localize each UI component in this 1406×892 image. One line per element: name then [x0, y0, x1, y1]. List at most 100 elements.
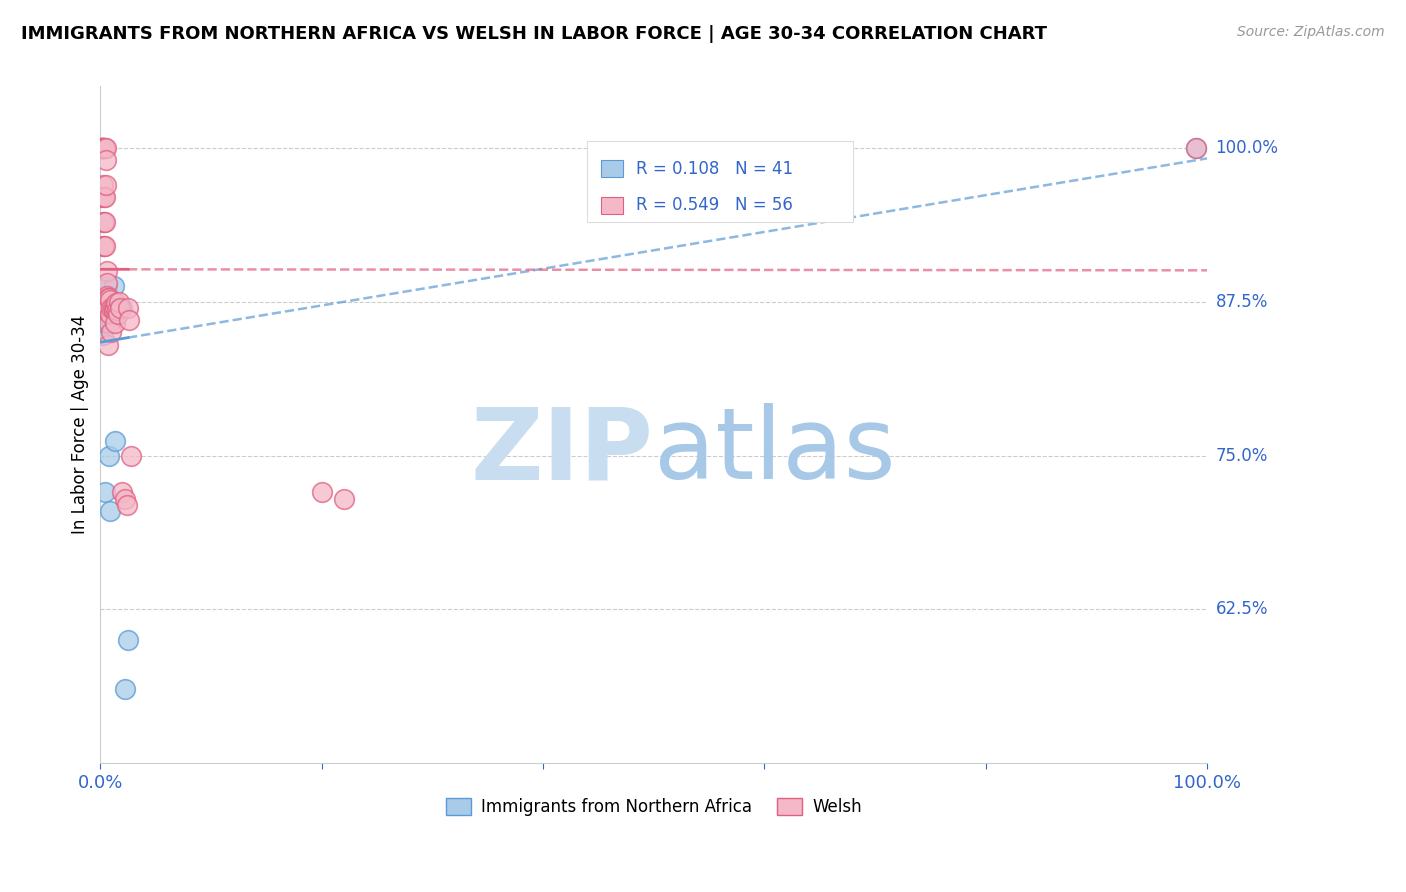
Point [107, 307, 129, 321]
Point [96, 288, 118, 302]
Text: 62.5%: 62.5% [1216, 600, 1268, 618]
Point [110, 303, 132, 318]
Point [94, 291, 117, 305]
Point [90, 141, 112, 155]
Point [94, 141, 117, 155]
Point [90, 303, 112, 318]
Point [93, 190, 115, 204]
Point [98, 307, 121, 321]
Point [114, 491, 136, 506]
Point [96, 277, 118, 291]
Point [96, 303, 118, 318]
Point [91, 239, 114, 253]
FancyBboxPatch shape [588, 141, 853, 222]
Point [104, 301, 127, 315]
Point [94, 303, 117, 318]
Point [104, 296, 127, 310]
Text: R = 0.108   N = 41: R = 0.108 N = 41 [636, 160, 793, 178]
Point [100, 303, 122, 318]
Text: 100.0%: 100.0% [1216, 139, 1278, 157]
Point [110, 301, 132, 315]
Point [98, 291, 121, 305]
Point [98, 301, 121, 315]
Point [103, 303, 125, 318]
Legend: Immigrants from Northern Africa, Welsh: Immigrants from Northern Africa, Welsh [439, 791, 869, 822]
Point [90, 141, 112, 155]
Point [103, 303, 125, 318]
Point [101, 294, 124, 309]
Point [97, 291, 120, 305]
Point [94, 297, 117, 311]
Point [93, 239, 115, 253]
Point [333, 491, 356, 506]
Point [93, 303, 115, 318]
Point [111, 301, 134, 315]
Point [91, 141, 114, 155]
Point [90, 291, 112, 305]
Point [120, 449, 142, 463]
Point [94, 297, 117, 311]
Point [117, 633, 139, 648]
Point [94, 153, 117, 168]
Text: R = 0.549   N = 56: R = 0.549 N = 56 [636, 196, 793, 214]
Point [91, 327, 114, 342]
Point [90, 141, 112, 155]
Point [94, 190, 117, 204]
Point [94, 239, 117, 253]
Point [91, 141, 114, 155]
Point [98, 316, 121, 330]
Point [94, 485, 117, 500]
Point [100, 301, 122, 315]
Point [98, 297, 121, 311]
Point [100, 326, 122, 340]
Point [91, 178, 114, 192]
Point [115, 498, 138, 512]
Point [105, 303, 128, 318]
FancyBboxPatch shape [600, 161, 623, 178]
Text: 87.5%: 87.5% [1216, 293, 1268, 310]
Point [91, 291, 114, 305]
Point [90, 190, 112, 204]
Point [111, 485, 134, 500]
Point [94, 178, 117, 192]
Point [311, 485, 333, 500]
Point [93, 291, 115, 305]
Point [91, 215, 114, 229]
Point [90, 297, 112, 311]
Point [98, 449, 121, 463]
Point [104, 310, 127, 324]
Point [97, 301, 120, 315]
Point [94, 316, 117, 330]
FancyBboxPatch shape [600, 197, 623, 214]
Point [1185, 141, 1208, 155]
Point [93, 141, 115, 155]
Point [94, 141, 117, 155]
Point [91, 278, 114, 293]
Point [98, 293, 121, 308]
Point [90, 141, 112, 155]
Text: 75.0%: 75.0% [1216, 447, 1268, 465]
Point [90, 313, 112, 327]
Point [105, 303, 128, 318]
Point [91, 316, 114, 330]
Point [97, 338, 120, 352]
Text: Source: ZipAtlas.com: Source: ZipAtlas.com [1237, 25, 1385, 39]
Text: ZIP: ZIP [471, 403, 654, 500]
Point [94, 313, 117, 327]
Point [97, 291, 120, 305]
Point [108, 294, 131, 309]
Point [94, 288, 117, 302]
Text: atlas: atlas [654, 403, 896, 500]
Point [90, 285, 112, 299]
Point [104, 316, 127, 330]
Point [93, 215, 115, 229]
Point [103, 278, 125, 293]
Point [94, 301, 117, 315]
Point [93, 141, 115, 155]
Text: IMMIGRANTS FROM NORTHERN AFRICA VS WELSH IN LABOR FORCE | AGE 30-34 CORRELATION : IMMIGRANTS FROM NORTHERN AFRICA VS WELSH… [21, 25, 1047, 43]
Point [104, 434, 127, 448]
Y-axis label: In Labor Force | Age 30-34: In Labor Force | Age 30-34 [72, 315, 89, 534]
Point [93, 278, 115, 293]
Point [96, 264, 118, 278]
Point [96, 278, 118, 293]
